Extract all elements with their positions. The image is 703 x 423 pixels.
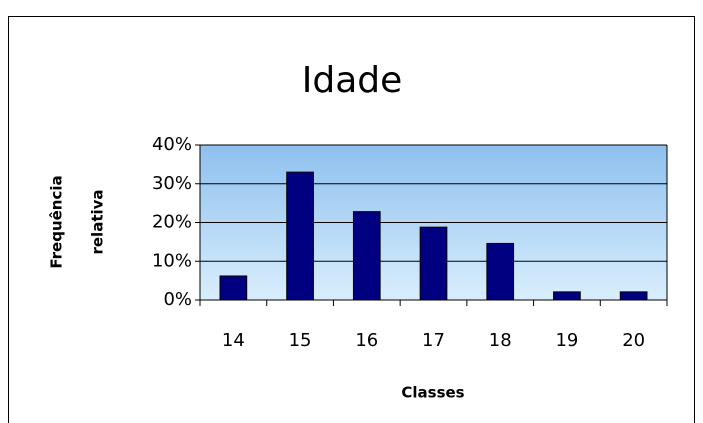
x-tick-label: 20 <box>622 330 645 351</box>
bar <box>219 275 248 301</box>
y-tick-label: 20% <box>152 212 192 233</box>
bar <box>352 211 381 301</box>
x-tick-label: 16 <box>355 330 378 351</box>
y-tick-label: 0% <box>163 289 192 310</box>
x-axis-label: Classes <box>401 384 464 402</box>
y-axis-label: Frequência <box>48 175 66 268</box>
x-tick-label: 17 <box>422 330 445 351</box>
bar <box>419 226 448 301</box>
bar <box>286 171 314 301</box>
bar <box>486 242 515 301</box>
chart-title: Idade <box>302 60 403 101</box>
y-tick-label: 40% <box>152 134 192 155</box>
y-tick-label: 10% <box>152 250 192 271</box>
x-tick-label: 18 <box>489 330 512 351</box>
bar <box>553 291 581 301</box>
x-tick-label: 14 <box>222 330 245 351</box>
x-tick-label: 15 <box>289 330 312 351</box>
bar <box>619 291 648 301</box>
y-tick-label: 30% <box>152 173 192 194</box>
x-tick-label: 19 <box>555 330 578 351</box>
y-axis-label: relativa <box>89 189 107 254</box>
